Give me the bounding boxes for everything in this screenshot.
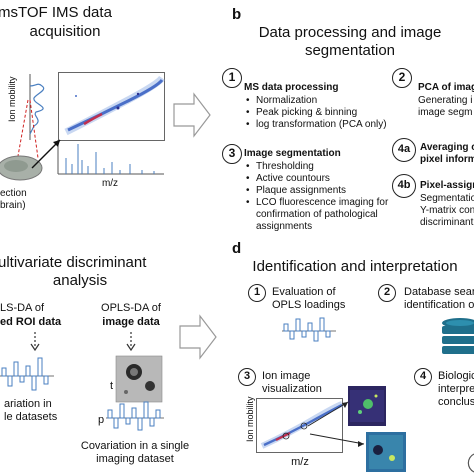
step-1-item: Normalization <box>246 95 387 107</box>
step-3-item: LCO fluorescence imaging for <box>246 197 388 209</box>
panel-b-letter: b <box>232 6 242 23</box>
d-loading-bars <box>282 317 336 342</box>
panel-d-title: Identification and interpretation <box>252 258 458 275</box>
d-step-2-line2: identification of <box>404 299 474 311</box>
step-4b-line2: Y-matrix con <box>420 205 474 216</box>
section-caption-line1: ection <box>0 188 27 199</box>
partial-circle-icon <box>467 453 474 473</box>
step-4b-line3: discriminant <box>420 217 474 228</box>
ion-image-top <box>348 386 386 426</box>
d-xaxis-label: m/z <box>291 456 309 468</box>
step-2-line2: image segm <box>418 107 473 118</box>
right-covariation-line1: Covariation in a single <box>80 440 190 452</box>
panel-c-left-line2: ed ROI data <box>0 316 62 328</box>
panel-c-left-line1: LS-DA of <box>0 302 45 314</box>
ion-mobility-profile <box>29 74 45 140</box>
d-step-4-line2: interpre <box>438 383 474 395</box>
step-1-number: 1 <box>222 68 242 88</box>
panel-b-title-line2: segmentation <box>304 42 396 59</box>
database-icon <box>442 318 474 354</box>
step-4a-line2: pixel inform <box>420 154 474 165</box>
step-1-item: log transformation (PCA only) <box>246 119 387 131</box>
d-step-2-line1: Database searc <box>404 286 474 298</box>
step-4b-title: Pixel-assign <box>420 180 474 191</box>
section-caption-line2: brain) <box>0 200 26 211</box>
panel-b-title-line1: Data processing and image <box>258 24 442 41</box>
step-3-item: Plaque assignments <box>246 185 388 197</box>
step-3-item: Active countours <box>246 173 388 185</box>
d-ion-mobility-plot <box>256 398 344 453</box>
d-step-3-line1: Ion image <box>262 370 311 382</box>
d-step-1-number: 1 <box>248 284 266 302</box>
d-step-3-line2: visualization <box>262 383 322 395</box>
right-dotted-arrow <box>126 332 136 352</box>
d-step-2-number: 2 <box>378 284 396 302</box>
panel-a-title-line1: msTOF IMS data <box>0 4 112 21</box>
step-3-list: Thresholding Active countours Plaque ass… <box>244 161 388 209</box>
d-step-4-line1: Biologic <box>438 370 474 382</box>
step-1-list: Normalization Peak picking & binning log… <box>244 95 387 131</box>
panel-c-title-line1: ultivariate discriminant <box>0 254 147 271</box>
left-loading-bars <box>0 357 54 391</box>
step-1-item: Peak picking & binning <box>246 107 387 119</box>
d-step-1-line1: Evaluation of <box>272 286 336 298</box>
flow-arrow-c-to-d <box>179 314 217 360</box>
loading-p-label: p <box>98 414 105 426</box>
step-1-title: MS data processing <box>244 82 339 93</box>
step-4b-line1: Segmentatio <box>420 193 474 204</box>
panel-c-right-line1: OPLS-DA of <box>101 302 161 314</box>
step-2-line1: Generating i <box>418 95 473 106</box>
d-step-3-number: 3 <box>238 368 256 386</box>
step-3-cont-line1: confirmation of pathological <box>256 209 378 220</box>
d-step-4-number: 4 <box>414 368 432 386</box>
left-dotted-arrow <box>30 332 40 352</box>
step-4a-number: 4a <box>392 138 416 162</box>
ion-image-arrows <box>307 401 365 447</box>
left-covariation-line1: ariation in <box>4 398 52 410</box>
panel-a-title-line2: acquisition <box>29 23 101 40</box>
step-4a-line1: Averaging c <box>420 142 474 153</box>
score-t-label: t <box>110 380 114 392</box>
right-loading-bars <box>106 401 164 431</box>
step-2-number: 2 <box>392 68 412 88</box>
left-covariation-line2: le datasets <box>4 411 58 423</box>
brain-section-image <box>0 99 61 181</box>
ion-image-bottom <box>366 432 406 472</box>
panel-a-main-plot <box>58 72 165 141</box>
mass-spectrum <box>57 140 164 175</box>
d-step-1-line2: OPLS loadings <box>272 299 346 311</box>
panel-a-xaxis-label: m/z <box>101 178 119 189</box>
panel-d-letter: d <box>232 240 242 257</box>
step-3-cont-line2: assignments <box>256 221 313 232</box>
d-yaxis-label: Ion mobility <box>245 396 255 442</box>
flow-arrow-a-to-b <box>173 92 211 138</box>
step-4b-number: 4b <box>392 174 416 198</box>
d-step-4-line3: conclus <box>438 396 474 408</box>
panel-c-title-line2: analysis <box>52 272 108 289</box>
opls-score-image <box>115 355 163 403</box>
right-covariation-line2: imaging dataset <box>96 453 174 465</box>
step-2-title: PCA of imag <box>418 82 474 93</box>
step-3-number: 3 <box>222 144 242 164</box>
panel-c-right-line2: image data <box>102 316 160 328</box>
step-3-item: Thresholding <box>246 161 388 173</box>
step-3-title: Image segmentation <box>244 148 341 159</box>
